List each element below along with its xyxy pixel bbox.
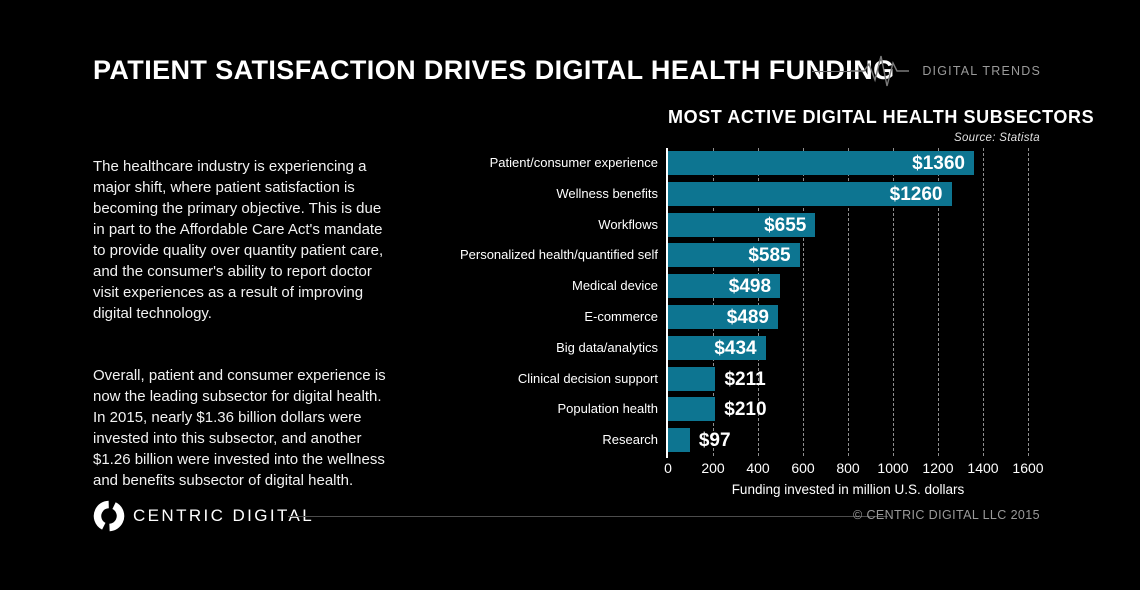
brand-label: DIGITAL TRENDS <box>922 64 1041 78</box>
category-label: Personalized health/quantified self <box>459 247 658 263</box>
bar-value: $1260 <box>889 183 943 205</box>
grid-line <box>983 148 984 456</box>
copyright-text: © CENTRIC DIGITAL LLC 2015 <box>852 508 1040 522</box>
grid-line <box>713 148 714 456</box>
bar <box>668 428 690 453</box>
tick-label: 800 <box>836 460 860 476</box>
tick-label: 400 <box>746 460 770 476</box>
bar: $1260 <box>668 181 952 206</box>
bar-value: $211 <box>724 368 766 390</box>
category-label: Clinical decision support <box>517 370 658 386</box>
tick-label: 1200 <box>922 460 954 476</box>
digital-trends-brand: DIGITAL TRENDS <box>812 55 1041 87</box>
bar-value: $655 <box>764 214 807 236</box>
bar: $498 <box>668 274 781 299</box>
footer-brand-text: CENTRIC DIGITAL <box>133 506 315 525</box>
category-label: Wellness benefits <box>556 185 658 201</box>
category-label: E-commerce <box>584 309 658 324</box>
tick-label: 0 <box>664 460 672 476</box>
bar-value: $97 <box>698 430 731 452</box>
category-label: Big data/analytics <box>556 339 658 355</box>
bar: $1360 <box>668 151 974 175</box>
category-labels: Patient/consumer experience Wellness bene… <box>410 148 658 456</box>
tick-label: 600 <box>791 460 815 476</box>
bar-value: $489 <box>726 307 770 328</box>
x-axis-title: Funding invested in million U.S. dollars <box>731 482 965 497</box>
intro-paragraph-1: The healthcare industry is experiencing … <box>93 158 384 322</box>
tick-label: 200 <box>701 460 725 476</box>
grid-line <box>938 148 939 456</box>
bar-value: $1360 <box>912 153 965 174</box>
bar <box>668 397 716 422</box>
tick-label: 1400 <box>967 460 999 476</box>
tick-label: 1000 <box>877 460 909 476</box>
bar: $489 <box>668 305 779 329</box>
bar: $585 <box>668 243 800 268</box>
chart-source: Source: Statista <box>954 132 1040 144</box>
bar-plot-area: $1360 $1260 $655 $585 $498 $489 $434 $211 $210 $9… <box>666 148 1029 458</box>
grid-line <box>893 148 894 456</box>
bar: $655 <box>668 212 816 237</box>
footer-divider-line <box>288 516 888 517</box>
y-axis-line <box>666 148 668 458</box>
grid-line <box>1028 148 1029 456</box>
grid-line <box>848 148 849 456</box>
page-title: PATIENT SATISFACTION DRIVES DIGITAL HEAL… <box>93 55 895 85</box>
heartbeat-icon <box>850 49 910 93</box>
bar-value: $498 <box>728 276 772 298</box>
intro-paragraph-2: Overall, patient and consumer experience… <box>93 367 386 489</box>
bar <box>668 366 716 391</box>
bar-value: $585 <box>748 245 791 267</box>
chart-title: MOST ACTIVE DIGITAL HEALTH SUBSECTORS <box>668 107 1095 127</box>
category-label: Workflows <box>598 216 658 232</box>
category-label: Population health <box>557 401 658 417</box>
category-label: Patient/consumer experience <box>489 155 658 170</box>
bar: $434 <box>668 335 766 360</box>
centric-digital-logo-icon <box>92 499 126 538</box>
intro-copy: The healthcare industry is experiencing … <box>93 135 401 512</box>
category-label: Research <box>602 432 658 448</box>
category-label: Medical device <box>572 278 658 294</box>
x-axis-ticks: 0 200 400 600 800 1000 1200 1400 1600 <box>664 460 1043 476</box>
bar-value: $210 <box>724 399 767 421</box>
divider-line <box>812 70 851 72</box>
bar-value: $434 <box>714 337 757 359</box>
grid-line <box>803 148 804 456</box>
tick-label: 1600 <box>1012 460 1044 476</box>
grid-line <box>758 148 759 456</box>
